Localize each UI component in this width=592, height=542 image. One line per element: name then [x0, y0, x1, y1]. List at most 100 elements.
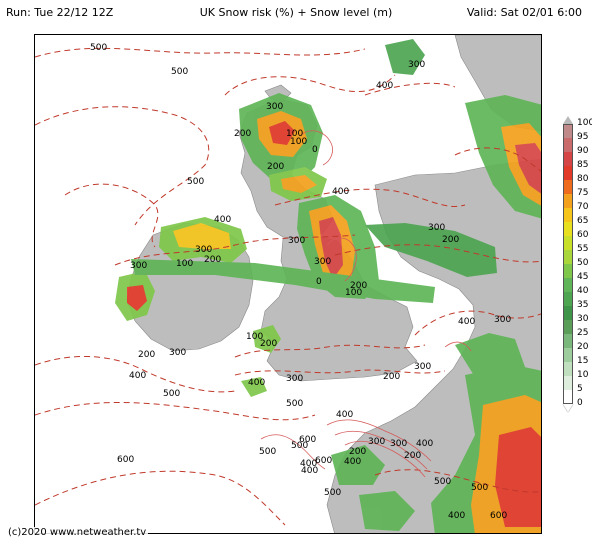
snow-level-label: 300 — [414, 362, 432, 372]
map-canvas — [35, 35, 541, 533]
snow-level-label: 500 — [471, 483, 489, 493]
risk-area-wales — [253, 325, 281, 353]
snow-level-label: 400 — [214, 215, 232, 225]
snow-risk-layer — [115, 39, 541, 533]
snow-level-label: 100 — [246, 332, 264, 342]
contour-300-mid — [114, 234, 356, 266]
legend-level-label: 90 — [577, 146, 589, 156]
snow-level-label: 300 — [169, 348, 187, 358]
snow-level-label: 500 — [291, 441, 309, 451]
legend-swatch — [563, 278, 573, 292]
legend-swatch — [563, 166, 573, 180]
contour-400-mid — [274, 188, 466, 207]
snow-level-label: 200 — [138, 350, 156, 360]
risk-area-cornwall — [241, 377, 267, 397]
contour-500-southeast — [374, 469, 541, 493]
snow-level-label: 0 — [312, 145, 318, 155]
legend-level-label: 15 — [577, 356, 589, 366]
snow-level-label: 600 — [299, 435, 317, 445]
legend-swatch — [563, 320, 573, 334]
legend-swatch — [563, 236, 573, 250]
snow-level-label: 300 — [408, 60, 426, 70]
snow-level-label: 600 — [117, 455, 135, 465]
snow-level-label: 100 — [176, 259, 194, 269]
risk-area-france-central — [331, 445, 385, 485]
legend-swatch — [563, 138, 573, 152]
snow-level-label: 300 — [494, 315, 512, 325]
legend-swatch — [563, 264, 573, 278]
legend-level-label: 50 — [577, 258, 589, 268]
valid-time-label: Valid: Sat 02/01 6:00 — [466, 6, 582, 19]
legend-level-label: 5 — [577, 384, 583, 394]
snow-level-label: 400 — [301, 466, 319, 476]
snow-level-label: 100 — [286, 129, 304, 139]
snow-level-label: 300 — [390, 439, 408, 449]
snow-level-label: 400 — [458, 317, 476, 327]
snow-level-label: 300 — [286, 374, 304, 384]
snow-level-label: 600 — [315, 456, 333, 466]
snow-level-label: 500 — [171, 67, 189, 77]
snow-level-label: 300 — [195, 245, 213, 255]
risk-area-band-central — [131, 259, 435, 303]
snow-level-label: 300 — [130, 261, 148, 271]
snow-level-label: 100 — [290, 137, 308, 147]
chart-title: UK Snow risk (%) + Snow level (m) — [199, 6, 393, 19]
snow-level-label: 300 — [368, 437, 386, 447]
snow-level-label: 400 — [376, 81, 394, 91]
risk-area-alps-east-peak — [495, 427, 541, 527]
legend-level-label: 60 — [577, 230, 589, 240]
snow-level-label: 200 — [234, 129, 252, 139]
risk-area-ireland-west-core — [127, 285, 147, 311]
legend-level-label: 75 — [577, 188, 589, 198]
risk-area-ireland-north-core — [173, 223, 231, 249]
risk-area-north-sea-band — [365, 223, 497, 277]
legend-swatch — [563, 362, 573, 376]
legend-swatch — [563, 334, 573, 348]
risk-area-pennines-peak — [319, 217, 343, 279]
contour-400-west-sea — [35, 356, 236, 393]
snow-level-label: 500 — [187, 177, 205, 187]
legend-level-label: 45 — [577, 272, 589, 282]
legend-level-label: 40 — [577, 286, 589, 296]
snow-level-label: 400 — [300, 459, 318, 469]
snow-level-label: 400 — [332, 187, 350, 197]
contour-500-north — [35, 47, 366, 58]
risk-area-scotland-peak — [269, 121, 295, 145]
snow-level-label: 500 — [259, 447, 277, 457]
legend-swatch — [563, 194, 573, 208]
snow-level-label: 400 — [448, 511, 466, 521]
snow-level-contours-solid — [260, 130, 472, 478]
snow-level-label: 200 — [383, 372, 401, 382]
risk-area-france-south — [359, 491, 415, 531]
legend-swatch — [563, 208, 573, 222]
snow-level-label: 400 — [336, 410, 354, 420]
snow-level-label: 300 — [288, 236, 306, 246]
contour-500-east — [454, 147, 541, 173]
contour-400-east — [414, 310, 541, 336]
snow-level-label: 200 — [350, 281, 368, 291]
contour-400-channel — [234, 369, 446, 376]
snow-level-label: 500 — [90, 43, 108, 53]
snow-level-label: 500 — [434, 477, 452, 487]
contour-400-west — [64, 183, 159, 248]
legend-scale — [563, 124, 573, 404]
contour-500-west — [35, 106, 210, 226]
snow-level-label: 200 — [442, 235, 460, 245]
contour-500-west-sea — [35, 402, 316, 421]
contour-200-mid — [334, 244, 541, 263]
legend-level-label: 100 — [577, 118, 592, 128]
snow-level-label: 400 — [344, 457, 362, 467]
legend-level-label: 95 — [577, 132, 589, 142]
snow-level-label: 200 — [349, 447, 367, 457]
snow-risk-map — [34, 34, 542, 534]
legend-level-label: 0 — [577, 398, 583, 408]
run-time-label: Run: Tue 22/12 12Z — [6, 6, 114, 19]
snow-level-label: 600 — [490, 511, 508, 521]
snow-level-label: 300 — [314, 257, 332, 267]
risk-area-east-continent-peak — [515, 143, 541, 194]
legend-bottom-tip — [563, 404, 573, 412]
snow-level-label: 300 — [428, 223, 446, 233]
legend-swatch — [563, 292, 573, 306]
contour-300-north — [224, 74, 396, 96]
legend-swatch — [563, 152, 573, 166]
